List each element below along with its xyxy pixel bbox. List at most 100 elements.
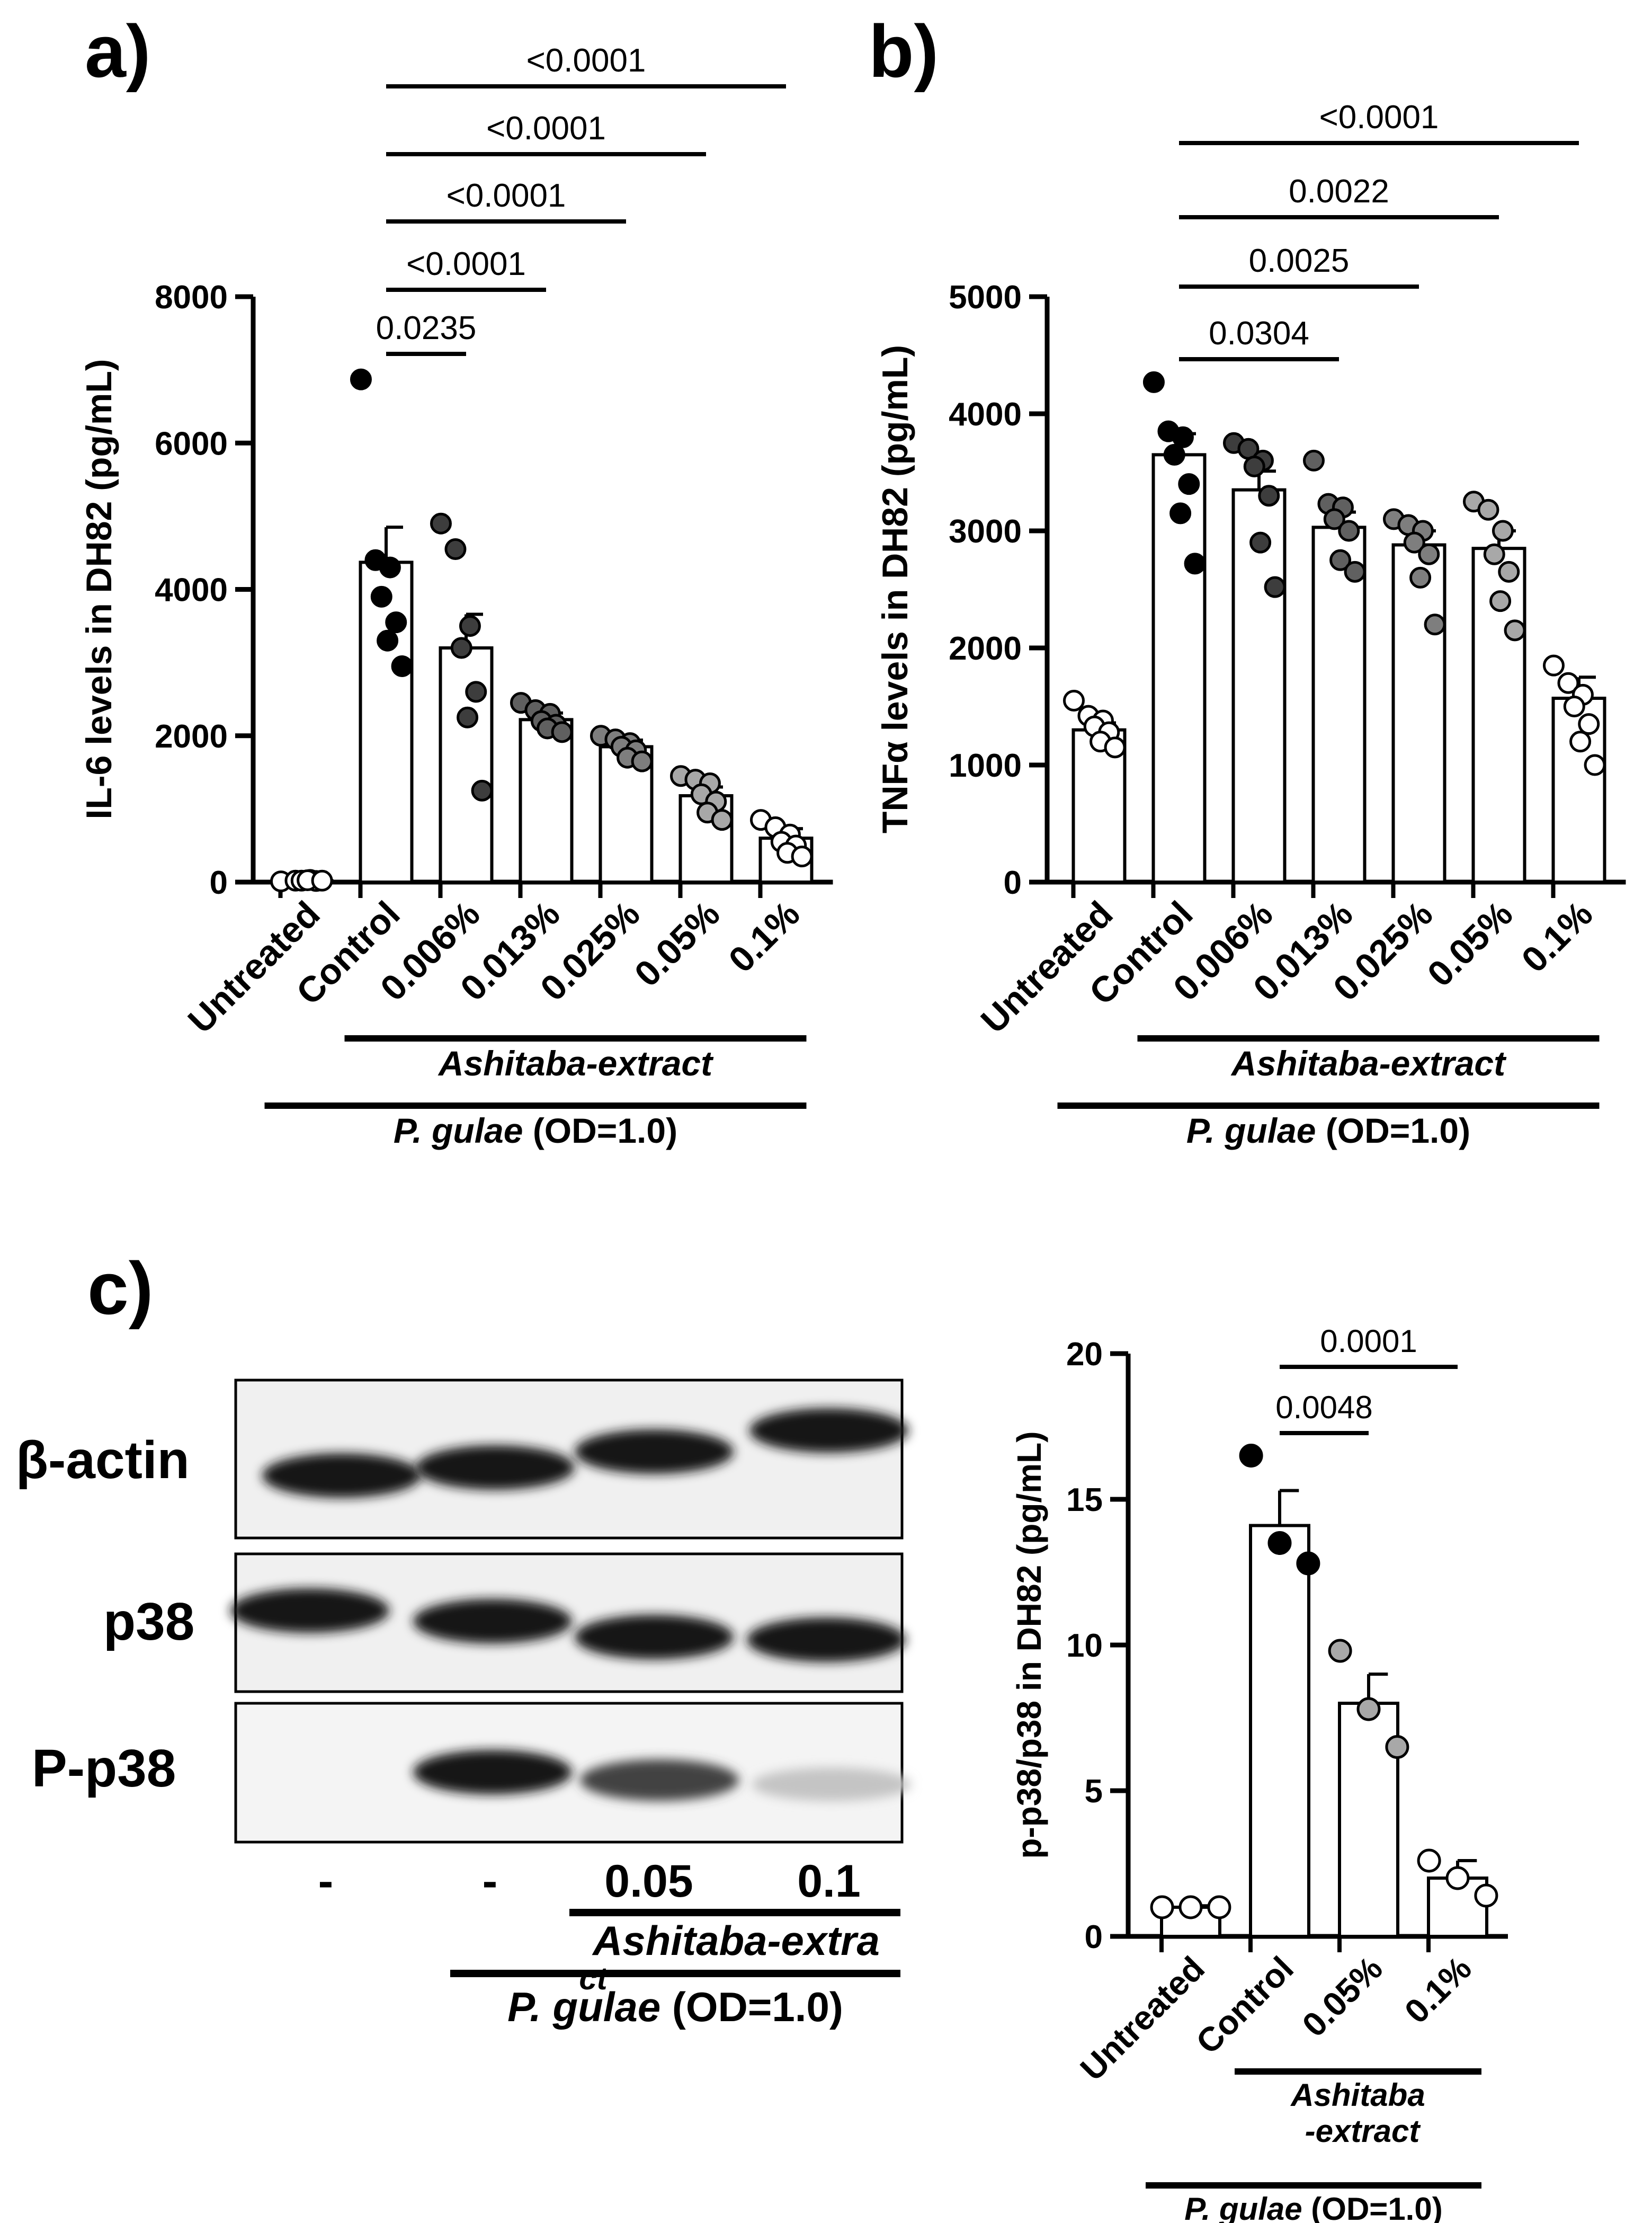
chart-p38-ratio: 0 5 10 15 20 p-p38/p38 in DH82 (pg/mL) Untreat…	[1010, 1323, 1508, 2223]
blot-lane-label-4: 0.1	[797, 1856, 861, 1907]
y-tick-label: 5000	[949, 279, 1022, 316]
data-point	[471, 779, 493, 802]
comparison-p-value: 0.0048	[1275, 1390, 1373, 1425]
y-tick-label: 15	[1066, 1482, 1103, 1518]
bar	[1231, 488, 1287, 884]
data-point	[1150, 1895, 1174, 1919]
data-point	[1563, 696, 1585, 717]
group-label-pgulae: P. gulae (OD=1.0)	[1186, 1111, 1470, 1150]
data-point	[1344, 561, 1366, 583]
chart-tnfa: 0 1000 2000 3000 4000 5000 TNFα levels in DH82…	[875, 99, 1626, 1150]
data-point	[1249, 531, 1272, 554]
group-label-extract-line: -extract	[1305, 2113, 1422, 2149]
y-tick-label: 0	[1085, 1919, 1103, 1955]
group-label-pgulae: P. gulae (OD=1.0)	[1184, 2191, 1442, 2223]
chart-il6: 0 2000 4000 6000 8000 IL-6 levels in DH82 (pg…	[79, 42, 833, 1150]
comparison-p-value: <0.0001	[1319, 99, 1439, 136]
bar	[1311, 526, 1367, 884]
data-point	[1184, 553, 1206, 575]
data-point	[1504, 619, 1526, 642]
data-point	[450, 637, 472, 659]
data-point	[1328, 1639, 1352, 1663]
data-point	[1239, 1444, 1263, 1468]
bar	[1249, 1524, 1310, 1938]
blot-band	[749, 1408, 908, 1453]
data-point	[1178, 473, 1200, 495]
data-point	[457, 706, 479, 728]
data-point	[377, 629, 399, 652]
data-point	[1267, 1531, 1292, 1555]
data-point	[1417, 1848, 1441, 1873]
blot-bands	[230, 1408, 911, 1801]
blot-band	[413, 1750, 572, 1794]
data-point	[1323, 508, 1345, 530]
blot-lane-label-3: 0.05	[604, 1856, 693, 1907]
comparison-p-value: <0.0001	[447, 177, 566, 214]
blot-pgulae-rest: (OD=1.0)	[660, 1984, 843, 2030]
y-tick-label: 0	[210, 865, 228, 901]
group-label-pgulae-italic: P. gulae	[1184, 2191, 1302, 2223]
data-point	[1403, 531, 1425, 554]
bar	[439, 646, 494, 884]
data-point	[1163, 443, 1185, 466]
data-point	[1409, 566, 1432, 589]
data-point	[551, 721, 573, 743]
blot-lane-label-1: -	[318, 1856, 334, 1907]
group-label-extract: Ashitaba-extract	[1230, 1044, 1507, 1083]
data-point	[1424, 613, 1446, 636]
panel-b-label: b)	[869, 10, 939, 93]
data-point	[1329, 549, 1352, 571]
data-point	[385, 611, 407, 634]
data-point	[1338, 520, 1360, 542]
y-tick-label: 1000	[949, 748, 1022, 784]
group-label-extract-line: Ashitaba	[1290, 2077, 1425, 2113]
x-category-label: Control	[1189, 1949, 1301, 2061]
x-category-label: 0.05%	[1295, 1949, 1390, 2044]
y-tick-label: 4000	[155, 572, 228, 609]
blot-pgulae-label: P. gulae (OD=1.0)	[507, 1984, 843, 2030]
y-tick-label: 10	[1066, 1628, 1103, 1664]
data-point	[1062, 689, 1085, 712]
y-tick-label: 0	[1004, 865, 1022, 901]
comparison-p-value: 0.0022	[1289, 173, 1389, 210]
blot-pgulae-italic: P. gulae	[507, 1984, 660, 2030]
x-category-label: 0.1%	[1514, 894, 1600, 980]
data-point	[1489, 590, 1512, 612]
y-tick-label: 4000	[949, 396, 1022, 433]
bar	[519, 718, 574, 884]
comparison-p-value: 0.0025	[1249, 243, 1350, 279]
data-point	[1477, 499, 1499, 521]
data-point	[791, 846, 813, 868]
data-point	[711, 809, 733, 831]
blot-band	[752, 1767, 911, 1801]
comparison-p-value: <0.0001	[526, 42, 646, 79]
blot-band	[747, 1617, 906, 1662]
bar	[1391, 543, 1446, 884]
group-label-pgulae-rest: (OD=1.0)	[1302, 2191, 1443, 2223]
data-point	[1498, 561, 1520, 583]
bar	[1151, 453, 1207, 884]
data-point	[1557, 672, 1579, 694]
comparison-p-value: 0.0001	[1320, 1323, 1417, 1359]
blot-row-label-p38: p38	[103, 1592, 194, 1651]
comparison-p-value: 0.0235	[376, 310, 477, 346]
blot-band	[230, 1588, 389, 1633]
data-point	[379, 556, 401, 579]
group-label-pgulae-italic: P. gulae	[1186, 1111, 1316, 1150]
y-tick-label: 2000	[949, 630, 1022, 667]
bar	[1338, 1702, 1399, 1938]
data-point	[1264, 576, 1286, 598]
data-point	[1302, 449, 1325, 472]
y-tick-label: 3000	[949, 513, 1022, 550]
data-point	[1578, 713, 1600, 735]
data-point	[1492, 520, 1514, 542]
data-point	[350, 368, 372, 390]
data-point	[1258, 485, 1280, 507]
y-axis-label: TNFα levels in DH82 (pg/mL)	[875, 345, 915, 833]
blot-band	[262, 1453, 421, 1498]
comparison-p-value: <0.0001	[486, 110, 606, 147]
blot-row-label-p-p38: P-p38	[32, 1739, 176, 1798]
data-point	[459, 615, 481, 637]
blot-extract-label: Ashitaba-extra	[592, 1917, 880, 1964]
